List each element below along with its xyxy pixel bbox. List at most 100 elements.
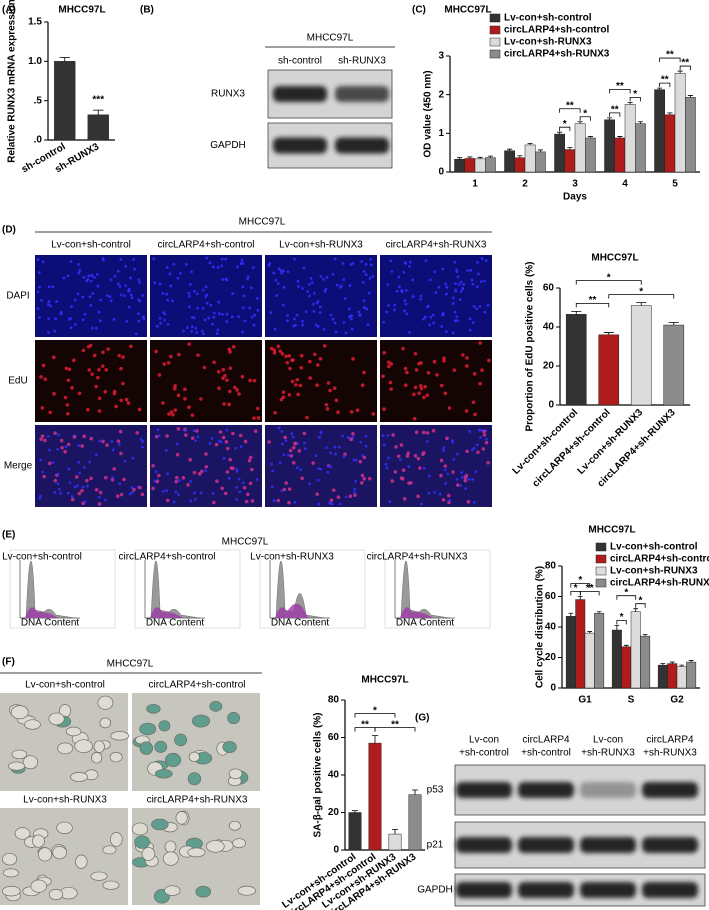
cell-nucleus <box>432 359 437 364</box>
cell-nucleus <box>455 270 459 274</box>
cell-nucleus <box>130 296 134 300</box>
cell <box>74 739 93 753</box>
cell-nucleus <box>433 490 437 494</box>
column-label: circLARP4+sh-control <box>158 240 255 251</box>
cell-nucleus <box>227 402 231 407</box>
bar <box>585 137 596 173</box>
images-header: MHCC97L <box>107 659 154 670</box>
cell-nucleus <box>175 442 179 446</box>
cell-nucleus <box>328 501 332 505</box>
cell-nucleus <box>216 328 220 332</box>
error-bar <box>487 155 493 158</box>
cell <box>134 835 150 849</box>
cell-nucleus <box>421 430 426 435</box>
cell <box>91 752 103 764</box>
cell-nucleus <box>441 498 446 502</box>
cell <box>48 888 64 900</box>
cell-nucleus <box>479 280 483 284</box>
cell-nucleus <box>38 496 42 500</box>
cell <box>2 852 18 866</box>
cell-nucleus <box>295 377 299 382</box>
cell-nucleus <box>141 315 145 319</box>
image-label: Lv-con+sh-control <box>25 680 105 691</box>
cell-nucleus <box>282 285 286 289</box>
cell-nucleus <box>190 316 194 319</box>
cell-nucleus <box>235 485 239 489</box>
cell-nucleus <box>308 283 311 286</box>
cell-nucleus <box>217 386 221 391</box>
cell-nucleus <box>287 454 291 457</box>
cell-nucleus <box>113 274 117 278</box>
cell-nucleus <box>284 439 288 443</box>
cell <box>146 703 161 714</box>
image-label: circLARP4+sh-control <box>149 680 246 691</box>
cell-nucleus <box>237 477 241 481</box>
cell-nucleus <box>64 366 69 371</box>
cell-nucleus <box>333 445 337 449</box>
cell-nucleus <box>366 323 370 327</box>
legend-swatch <box>595 578 607 588</box>
cell-nucleus <box>48 448 51 452</box>
cell-nucleus <box>64 445 68 449</box>
y-tick-label: 0 <box>438 167 444 178</box>
cell-nucleus <box>276 282 280 286</box>
significance-bracket <box>635 603 646 608</box>
cell-nucleus <box>246 275 250 279</box>
cell-nucleus <box>278 349 282 353</box>
blot-band <box>518 837 574 853</box>
significance-label: ** <box>681 58 689 69</box>
cell-nucleus <box>269 346 274 351</box>
error-bar <box>677 70 683 74</box>
cell-nucleus <box>66 378 71 383</box>
cell-nucleus <box>389 387 393 391</box>
cell-nucleus <box>163 312 167 316</box>
blot-band <box>456 882 512 898</box>
cell-nucleus <box>117 353 121 358</box>
cell-nucleus <box>301 319 304 323</box>
cell-nucleus <box>474 470 478 474</box>
significance-label: *** <box>92 95 104 106</box>
cell <box>131 822 149 836</box>
cell-nucleus <box>480 428 483 432</box>
row-label: p53 <box>427 785 444 796</box>
cell-nucleus <box>290 379 295 384</box>
cell-nucleus <box>154 349 158 354</box>
cell-nucleus <box>364 262 368 266</box>
cell-nucleus <box>47 317 51 321</box>
cell-nucleus <box>477 272 480 276</box>
significance-bracket <box>579 591 600 596</box>
cell-nucleus <box>425 393 430 398</box>
cell-nucleus <box>204 465 209 469</box>
cell-nucleus <box>237 392 241 396</box>
significance-bracket <box>608 294 675 299</box>
cell-nucleus <box>91 292 95 295</box>
y-tick-label: 20 <box>545 652 557 663</box>
cell-nucleus <box>420 502 423 506</box>
cell-nucleus <box>322 278 325 281</box>
cell-nucleus <box>241 481 245 485</box>
cell-nucleus <box>190 270 193 274</box>
cell-nucleus <box>303 447 307 451</box>
cell-nucleus <box>89 279 93 283</box>
cell-nucleus <box>382 443 386 447</box>
bar <box>654 89 665 173</box>
cell-nucleus <box>235 470 239 473</box>
error-bar <box>527 142 533 145</box>
cell-nucleus <box>359 440 363 444</box>
cell-nucleus <box>310 281 314 284</box>
cell-nucleus <box>86 344 91 349</box>
cell-nucleus <box>300 476 304 481</box>
chart-title: MHCC97L <box>444 5 491 16</box>
y-tick-label: 20 <box>543 361 555 372</box>
y-tick-label: .5 <box>34 95 43 106</box>
cell-nucleus <box>106 347 110 351</box>
error-bar <box>93 109 104 115</box>
x-axis-label: Days <box>563 192 587 203</box>
cell <box>191 714 211 728</box>
y-tick-label: 80 <box>328 695 340 706</box>
cell-nucleus <box>204 285 208 289</box>
cell-nucleus <box>83 500 87 504</box>
cell <box>158 720 171 732</box>
cell-nucleus <box>288 366 292 371</box>
chart-title: MHCC97L <box>361 675 408 686</box>
